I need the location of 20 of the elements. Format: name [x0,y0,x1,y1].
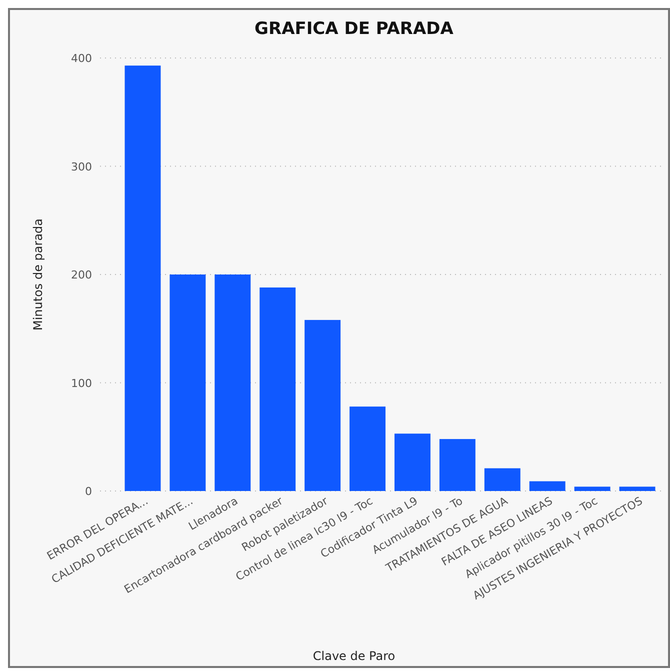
bar [350,406,386,491]
bar [394,434,430,491]
bar [529,481,566,491]
y-tick-label: 300 [71,160,92,174]
bar [124,66,161,491]
bar [484,468,520,491]
y-tick-label: 100 [71,376,92,390]
bar [170,274,206,491]
bar [304,320,341,491]
bar [439,439,476,491]
y-axis-title: Minutos de parada [31,218,45,331]
y-tick-label: 0 [85,485,92,498]
y-tick-label: 200 [71,268,92,282]
bar [260,287,296,491]
bar [214,274,251,491]
x-axis-title: Clave de Paro [312,649,396,663]
chart-title: GRAFICA DE PARADA [254,19,454,39]
bar [574,486,610,491]
y-tick-label: 400 [71,52,92,65]
bar [619,486,656,491]
